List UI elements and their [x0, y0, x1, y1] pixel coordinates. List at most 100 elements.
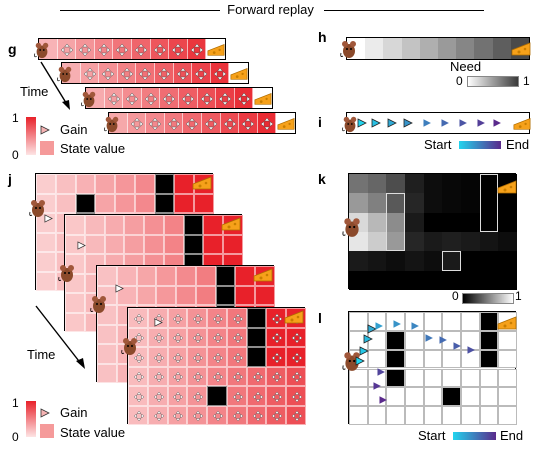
maze-cell — [349, 406, 368, 425]
need-cell — [479, 270, 499, 290]
arrow-cross-icon — [271, 391, 283, 403]
maze-cell — [286, 405, 306, 425]
need-cell — [401, 38, 420, 59]
maze-cell — [207, 347, 227, 367]
maze-cell — [349, 368, 368, 388]
maze-cell — [147, 327, 168, 347]
maze-cell — [128, 366, 148, 386]
maze-cell — [266, 386, 287, 406]
track-cell — [178, 88, 198, 108]
track-cell — [169, 39, 188, 59]
arrow-cross-icon — [173, 410, 184, 422]
need-cell — [367, 212, 387, 232]
need-cell — [423, 232, 443, 252]
rat-icon — [34, 42, 49, 59]
arrow-cross-icon — [192, 332, 204, 344]
gain-triangle-icon — [493, 119, 501, 127]
gain-triangle-icon — [459, 119, 467, 127]
maze-cell — [479, 312, 499, 331]
need-cell — [498, 212, 517, 232]
rat-icon — [29, 200, 45, 217]
arrow-cross-icon — [192, 371, 204, 383]
track-cell — [173, 63, 193, 83]
need-cell — [461, 212, 480, 232]
maze-cell — [423, 368, 443, 388]
maze-cell — [183, 234, 204, 254]
need-cell — [442, 270, 461, 290]
maze-cell — [176, 285, 196, 305]
maze-cell — [266, 347, 287, 367]
wall-outline — [479, 174, 499, 232]
track-cell — [94, 39, 114, 59]
figure-title: Forward replay — [227, 2, 314, 17]
maze-cell — [147, 347, 168, 367]
maze-cell — [156, 266, 177, 286]
maze-cell — [97, 363, 117, 383]
arrow-cross-icon — [192, 352, 204, 364]
maze-cell — [147, 366, 168, 386]
arrow-cross-icon — [138, 67, 152, 81]
arrow-cross-icon — [144, 92, 158, 106]
title-rule-left — [60, 10, 220, 11]
maze-cell — [386, 330, 405, 350]
arrow-cross-icon — [271, 313, 283, 325]
gain-triangle-icon — [373, 382, 381, 390]
need-cell — [423, 251, 443, 271]
gain-triangle-icon — [363, 334, 373, 344]
arrow-cross-icon — [153, 332, 164, 344]
maze-cell — [97, 324, 117, 344]
gain-triangle-icon — [393, 320, 401, 328]
maze-cell — [95, 174, 116, 194]
maze-cell — [65, 215, 85, 235]
maze-cell — [84, 234, 105, 254]
panel-label-g: g — [8, 41, 17, 57]
track-cell — [220, 113, 240, 133]
need-cell — [423, 174, 443, 194]
need-cell — [498, 193, 517, 213]
arrow-cross-icon — [204, 117, 218, 131]
maze-cell — [195, 266, 216, 286]
maze-cell — [479, 330, 499, 350]
track-cell — [127, 113, 147, 133]
panel-i-end-label: End — [506, 137, 530, 152]
arrow-cross-icon — [271, 410, 283, 422]
panel-j-scale-min: 0 — [12, 430, 19, 444]
need-cell — [367, 174, 387, 194]
gain-triangle-icon — [441, 119, 449, 127]
arrow-cross-icon — [125, 92, 139, 106]
arrow-cross-icon — [291, 352, 303, 364]
need-cell — [442, 174, 461, 194]
maze-cell — [195, 285, 216, 305]
maze-cell — [207, 308, 227, 328]
maze-cell — [461, 406, 480, 425]
arrow-cross-icon — [192, 391, 204, 403]
arrow-cross-icon — [213, 67, 227, 81]
need-cell — [419, 38, 439, 59]
track-cell — [80, 63, 100, 83]
cheese-icon — [254, 92, 272, 105]
maze-cell — [163, 215, 184, 235]
arrow-cross-icon — [101, 67, 115, 81]
maze-cell — [147, 405, 168, 425]
maze-cell — [423, 312, 443, 331]
track-cell — [136, 63, 155, 83]
maze-cell — [246, 386, 267, 406]
wall-outline — [442, 251, 461, 271]
state-value-swatch — [40, 424, 54, 438]
arrow-cross-icon — [212, 313, 224, 325]
arrow-cross-icon — [120, 67, 134, 81]
maze-cell — [163, 234, 184, 254]
arrow-cross-icon — [232, 332, 244, 344]
need-cell — [349, 232, 368, 252]
maze-cell — [442, 368, 461, 388]
track-cell — [160, 88, 179, 108]
need-cell — [442, 251, 461, 271]
maze-cell — [187, 327, 208, 347]
maze-cell — [223, 234, 243, 254]
arrow-cross-icon — [232, 410, 244, 422]
gain-triangle-icon — [467, 346, 475, 354]
need-cell — [461, 193, 480, 213]
maze-cell — [226, 405, 247, 425]
maze-cell — [174, 193, 195, 213]
maze-cell — [423, 406, 443, 425]
